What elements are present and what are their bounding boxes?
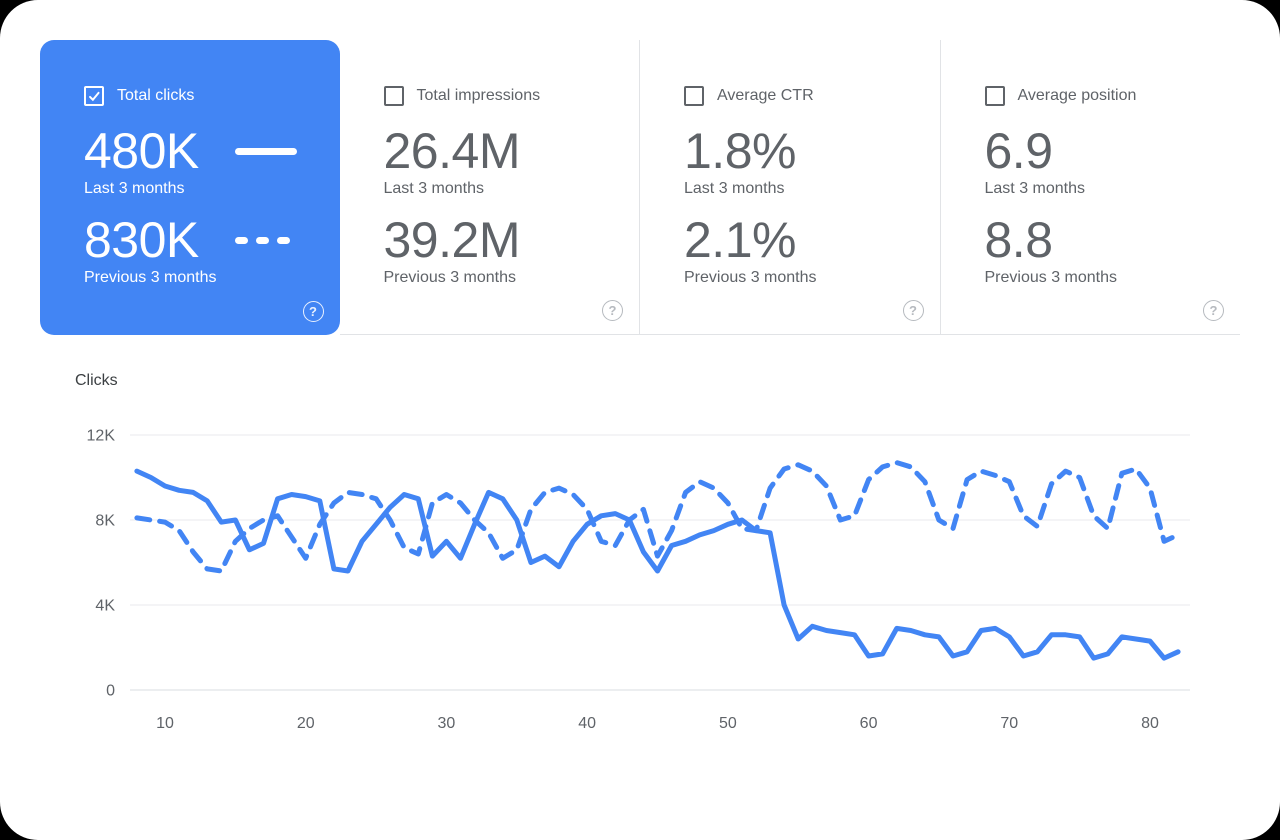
series-line-dashed xyxy=(134,460,1181,574)
primary-caption: Last 3 months xyxy=(684,180,785,197)
help-icon[interactable]: ? xyxy=(902,300,924,321)
x-tick-label: 70 xyxy=(1000,715,1018,732)
secondary-value: 830K xyxy=(84,212,199,268)
total-impressions-check-row: Total impressions xyxy=(383,86,620,106)
chart-y-axis-title: Clicks xyxy=(75,372,118,389)
help-icon[interactable]: ? xyxy=(302,301,324,322)
help-icon[interactable]: ? xyxy=(602,300,623,321)
secondary-caption: Previous 3 months xyxy=(984,269,1118,286)
secondary-value-row: 830K xyxy=(84,215,320,265)
primary-caption: Last 3 months xyxy=(984,180,1086,197)
checkbox-unchecked-icon[interactable] xyxy=(684,86,704,106)
series-line-solid xyxy=(134,468,1181,661)
secondary-caption: Previous 3 months xyxy=(383,269,517,286)
primary-caption: Last 3 months xyxy=(383,180,485,197)
y-tick-label: 8K xyxy=(95,513,115,530)
secondary-value: 2.1% xyxy=(684,212,796,268)
metric-cards-row: Total clicks 480K Last 3 months 830K Pre… xyxy=(40,40,1240,335)
primary-value-row: 26.4M xyxy=(384,126,620,176)
secondary-value-row: 39.2M xyxy=(384,215,620,265)
card-label: Average position xyxy=(1017,87,1137,104)
y-tick-label: 4K xyxy=(95,598,115,615)
checkbox-checked-icon[interactable] xyxy=(84,86,104,106)
checkbox-unchecked-icon[interactable] xyxy=(383,86,404,106)
primary-value-row: 6.9 xyxy=(985,126,1221,176)
primary-value-row: 1.8% xyxy=(684,126,920,176)
help-icon[interactable]: ? xyxy=(1203,300,1224,321)
y-tick-label: 0 xyxy=(106,683,115,700)
card-total-clicks[interactable]: Total clicks 480K Last 3 months 830K Pre… xyxy=(40,40,340,335)
y-tick-label: 12K xyxy=(87,428,116,445)
primary-value: 1.8% xyxy=(684,123,796,179)
clicks-chart[interactable]: 0 4K 8K 12K 10 20 30 40 50 60 70 80 xyxy=(0,405,1280,750)
primary-value-row: 480K xyxy=(84,126,320,176)
card-label: Total impressions xyxy=(416,87,541,104)
checkbox-unchecked-icon[interactable] xyxy=(984,86,1005,106)
x-tick-label: 20 xyxy=(297,715,315,732)
primary-caption: Last 3 months xyxy=(84,180,185,197)
secondary-value-row: 2.1% xyxy=(684,215,920,265)
secondary-value-row: 8.8 xyxy=(985,215,1221,265)
card-average-position[interactable]: Average position 6.9 Last 3 months 8.8 P… xyxy=(939,40,1240,335)
primary-value: 26.4M xyxy=(383,123,521,179)
card-total-impressions[interactable]: Total impressions 26.4M Last 3 months 39… xyxy=(339,40,639,335)
solid-line-legend-icon xyxy=(234,147,297,155)
secondary-caption: Previous 3 months xyxy=(84,269,217,286)
average-position-check-row: Average position xyxy=(984,86,1221,106)
primary-value: 6.9 xyxy=(984,123,1054,179)
secondary-value: 39.2M xyxy=(383,212,521,268)
x-tick-label: 60 xyxy=(860,715,878,732)
total-clicks-check-row: Total clicks xyxy=(84,86,320,106)
x-tick-label: 80 xyxy=(1141,715,1159,732)
average-ctr-check-row: Average CTR xyxy=(684,86,920,106)
primary-value: 480K xyxy=(84,123,199,179)
card-label: Average CTR xyxy=(717,87,814,104)
x-tick-label: 10 xyxy=(156,715,174,732)
dashed-line-legend-icon xyxy=(234,236,290,244)
secondary-caption: Previous 3 months xyxy=(684,269,817,286)
x-tick-label: 30 xyxy=(438,715,456,732)
card-average-ctr[interactable]: Average CTR 1.8% Last 3 months 2.1% Prev… xyxy=(639,40,940,335)
x-tick-label: 50 xyxy=(719,715,737,732)
secondary-value: 8.8 xyxy=(984,212,1054,268)
card-label: Total clicks xyxy=(117,87,195,104)
x-tick-label: 40 xyxy=(578,715,596,732)
